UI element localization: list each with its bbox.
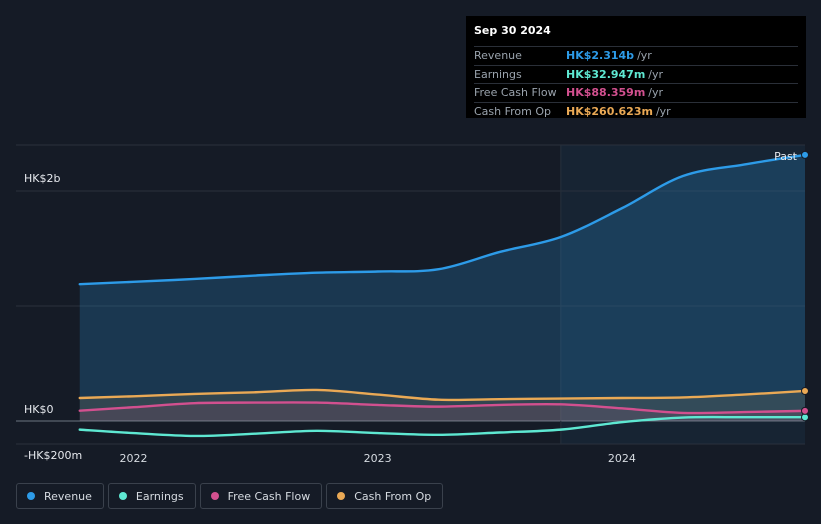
tooltip-row-free-cash-flow: Free Cash Flow HK$88.359m /yr bbox=[474, 83, 798, 102]
tooltip-row-earnings: Earnings HK$32.947m /yr bbox=[474, 64, 798, 84]
tooltip-value: HK$260.623m bbox=[566, 104, 653, 118]
tooltip-value: HK$32.947m bbox=[566, 67, 646, 81]
tooltip-unit: /yr bbox=[637, 49, 652, 62]
legend-dot-icon bbox=[118, 492, 127, 500]
tooltip-label: Revenue bbox=[474, 49, 522, 62]
x-tick-labels: 2022 2023 2024 bbox=[119, 452, 635, 465]
legend-label: Cash From Op bbox=[354, 489, 432, 503]
y-tick-labels: HK$2b HK$0 -HK$200m bbox=[24, 172, 82, 462]
tooltip-date: Sep 30 2024 bbox=[474, 24, 551, 37]
legend-dot-icon bbox=[27, 492, 35, 500]
endpoint-revenue[interactable] bbox=[801, 150, 809, 159]
x-tick-label: 2024 bbox=[608, 452, 636, 465]
tooltip-label: Earnings bbox=[474, 67, 522, 81]
tooltip-value: HK$88.359m bbox=[566, 86, 646, 99]
tooltip-unit: /yr bbox=[648, 86, 664, 99]
tooltip-unit: /yr bbox=[648, 67, 664, 81]
area-revenue bbox=[79, 154, 805, 421]
y-tick-label: -HK$200m bbox=[24, 449, 82, 462]
legend-dot-icon bbox=[210, 492, 219, 500]
tooltip-value: HK$2.314b bbox=[566, 49, 635, 62]
y-tick-label: HK$0 bbox=[24, 403, 53, 416]
legend-label: Free Cash Flow bbox=[227, 489, 311, 503]
legend-item-earnings[interactable]: Earnings bbox=[107, 483, 196, 509]
legend-label: Earnings bbox=[135, 489, 184, 503]
series-endpoints bbox=[801, 150, 809, 422]
grid bbox=[16, 144, 805, 445]
area-free-cash-flow bbox=[79, 402, 805, 421]
legend-item-cash-from-op[interactable]: Cash From Op bbox=[326, 483, 444, 509]
x-tick-label: 2022 bbox=[119, 452, 147, 465]
line-free-cash-flow bbox=[78, 401, 807, 415]
endpoint-cash-from-op[interactable] bbox=[801, 386, 809, 395]
tooltip-row-revenue: Revenue HK$2.314b /yr bbox=[474, 46, 798, 65]
past-label: Past bbox=[774, 150, 798, 163]
y-tick-label: HK$2b bbox=[24, 172, 60, 185]
line-revenue bbox=[78, 153, 807, 286]
legend-item-revenue[interactable]: Revenue bbox=[16, 483, 104, 509]
line-earnings bbox=[78, 415, 807, 438]
line-cash-from-op bbox=[78, 388, 807, 402]
legend-item-free-cash-flow[interactable]: Free Cash Flow bbox=[199, 483, 323, 509]
tooltip: Sep 30 2024 Revenue HK$2.314b /yr Earnin… bbox=[466, 16, 806, 118]
x-tick-label: 2023 bbox=[364, 452, 392, 465]
tooltip-row-cash-from-op: Cash From Op HK$260.623m /yr bbox=[474, 101, 798, 121]
legend-dot-icon bbox=[337, 492, 346, 500]
series-lines bbox=[78, 153, 807, 438]
tooltip-label: Free Cash Flow bbox=[474, 86, 557, 99]
endpoint-free-cash-flow[interactable] bbox=[801, 406, 809, 415]
tooltip-label: Cash From Op bbox=[474, 104, 552, 118]
legend-label: Revenue bbox=[44, 489, 92, 503]
legend: Revenue Earnings Free Cash Flow Cash Fro… bbox=[16, 483, 444, 509]
tooltip-unit: /yr bbox=[655, 104, 671, 118]
